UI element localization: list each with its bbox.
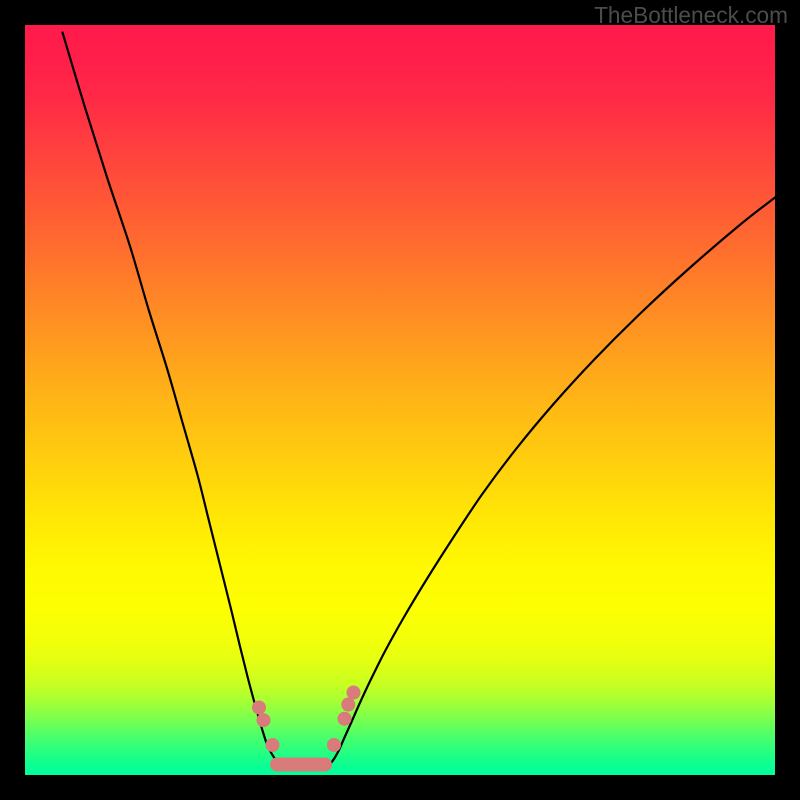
marker-left_cluster-0: [252, 701, 266, 715]
watermark-text: TheBottleneck.com: [594, 2, 788, 29]
curve-left_curve: [63, 33, 279, 764]
plot-area: [25, 25, 775, 775]
marker-left_cluster-2: [266, 738, 280, 752]
curve-right_curve: [331, 198, 775, 764]
marker-left_cluster-1: [257, 713, 271, 727]
chart-container: TheBottleneck.com: [0, 0, 800, 800]
marker-right_cluster-1: [338, 712, 352, 726]
marker-right_cluster-3: [347, 686, 361, 700]
marker-right_cluster-2: [341, 698, 355, 712]
marker-right_cluster-0: [327, 738, 341, 752]
plot-svg: [25, 25, 775, 775]
